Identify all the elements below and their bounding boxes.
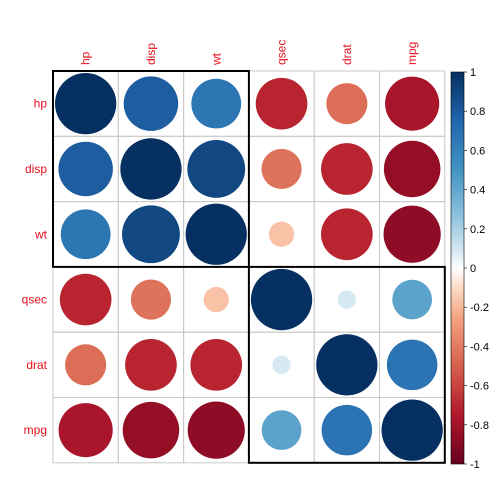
corr-circle-mpg-disp [122,401,180,459]
corr-circle-disp-mpg [383,140,441,198]
corr-circle-mpg-qsec [261,410,302,451]
colorbar-tick-label: 0 [470,263,476,275]
cluster-box-2 [247,265,446,464]
corr-circle-drat-drat [316,334,378,396]
corr-circle-wt-mpg [383,205,441,263]
corr-circle-hp-qsec [255,77,308,130]
row-label-wt: wt [34,227,48,241]
row-label-mpg: mpg [24,423,47,437]
label-layer: hp disp wt qsec drat mpg hp disp wt qsec drat mpg [22,40,420,438]
corr-circle-hp-mpg [385,76,440,131]
corr-circle-wt-disp [122,205,180,264]
colorbar-tick-label: 0.4 [470,185,485,197]
colorbar-tick-label: -0.8 [470,420,489,432]
col-label-mpg: mpg [405,42,419,65]
corr-circle-drat-wt [190,339,243,391]
col-label-disp: disp [144,43,158,65]
corr-circle-qsec-mpg [392,279,433,320]
corr-circle-disp-disp [120,138,182,200]
row-label-hp: hp [34,97,48,111]
corr-circle-mpg-drat [321,404,373,456]
corr-circle-hp-hp [55,73,117,135]
col-label-qsec: qsec [275,40,289,65]
corr-circle-qsec-wt [203,286,229,313]
corr-circle-qsec-hp [59,273,112,326]
colorbar-tick-label: -0.2 [470,302,489,314]
corr-circle-mpg-hp [58,403,113,458]
colorbar-tick-label: 0.2 [470,224,485,236]
col-label-hp: hp [79,51,93,65]
corr-circle-drat-qsec [272,355,291,375]
corr-circle-wt-hp [60,209,111,260]
colorbar-tick-label: 0.8 [470,106,485,118]
corr-circle-qsec-drat [337,290,357,309]
corr-circle-disp-hp [58,141,113,197]
row-label-drat: drat [26,358,47,372]
col-label-wt: wt [209,52,223,66]
corr-circle-drat-hp [65,344,107,386]
colorbar-tick-label: -1 [470,459,480,471]
corr-circle-qsec-qsec [250,268,313,331]
row-label-disp: disp [25,162,47,176]
corr-circle-wt-qsec [268,221,295,247]
corr-circle-disp-qsec [261,148,302,190]
colorbar-tick-label: 1 [470,67,476,79]
colorbar-tick-label: -0.6 [470,381,489,393]
corr-circle-disp-wt [187,140,246,198]
corr-circle-hp-disp [123,76,179,131]
corr-circle-mpg-wt [187,401,245,459]
row-label-qsec: qsec [22,293,47,307]
corr-circle-wt-wt [185,203,247,265]
corr-circle-mpg-mpg [381,399,443,461]
colorbar-tick-label: -0.4 [470,341,489,353]
cluster-box-1 [52,70,250,268]
corr-circle-drat-mpg [386,339,438,391]
corr-circle-hp-wt [191,78,242,129]
colorbar: 1 0.8 0.6 0.4 0.2 0 -0.2 -0.4 -0.6 -0.8 -1 [450,67,489,471]
cluster-layer [52,70,446,464]
corr-circle-wt-drat [321,208,373,261]
corr-circle-qsec-disp [130,279,172,320]
colorbar-rect [450,71,465,465]
corr-circle-hp-drat [326,83,368,125]
corr-circle-drat-disp [125,339,177,391]
colorbar-tick-label: 0.6 [470,145,485,157]
circle-layer [55,73,443,461]
col-label-drat: drat [340,44,354,65]
corr-circle-disp-drat [321,143,373,195]
